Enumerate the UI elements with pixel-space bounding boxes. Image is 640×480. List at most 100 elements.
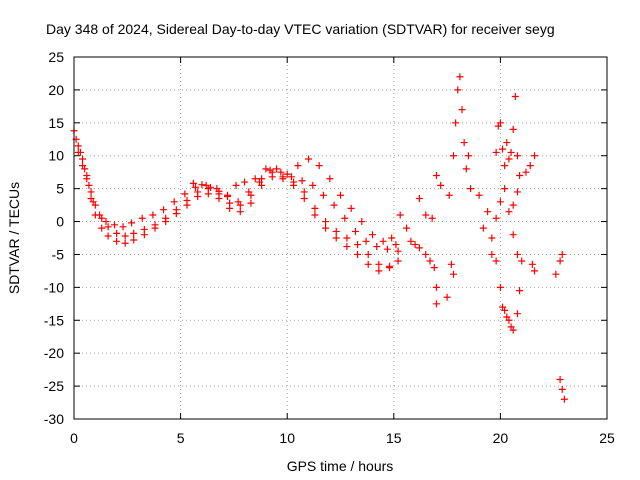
data-point: [388, 234, 396, 242]
data-point: [262, 165, 270, 173]
data-point: [215, 187, 223, 195]
data-point: [449, 270, 457, 278]
data-point: [322, 218, 330, 226]
data-point: [294, 162, 302, 170]
data-point: [499, 145, 507, 153]
data-point: [170, 198, 178, 206]
data-point: [74, 142, 82, 150]
data-point: [79, 155, 87, 163]
data-point: [560, 395, 568, 403]
data-point: [311, 204, 319, 212]
grid: [73, 56, 608, 420]
data-point: [119, 223, 127, 231]
data-point: [364, 250, 372, 258]
data-point: [501, 185, 509, 193]
data-point: [492, 214, 500, 222]
data-point: [354, 241, 362, 249]
data-point: [501, 306, 509, 314]
data-point: [277, 168, 285, 176]
y-tick-label: -5: [52, 246, 65, 262]
data-point: [326, 175, 334, 183]
data-point: [462, 165, 470, 173]
data-point: [343, 234, 351, 242]
data-point: [411, 241, 419, 249]
data-point: [552, 270, 560, 278]
data-point: [226, 204, 234, 212]
data-point: [509, 125, 517, 133]
data-point: [183, 201, 191, 209]
series-track-b: [72, 135, 400, 253]
data-point: [526, 162, 534, 170]
data-point: [298, 177, 306, 185]
data-point: [516, 171, 524, 179]
data-point: [373, 243, 381, 251]
data-point: [279, 175, 287, 183]
data-point: [492, 148, 500, 156]
data-point: [522, 168, 530, 176]
data-point: [513, 152, 521, 160]
data-point: [111, 221, 119, 229]
data-point: [104, 223, 112, 231]
x-tick-label: 10: [279, 430, 295, 446]
data-point: [160, 206, 168, 214]
data-point: [130, 229, 138, 237]
data-point: [447, 260, 455, 268]
data-point: [492, 257, 500, 265]
data-point: [449, 152, 457, 160]
data-point: [358, 218, 366, 226]
data-point: [151, 224, 159, 232]
data-point: [311, 211, 319, 219]
plot-frame: [73, 56, 608, 420]
data-point: [315, 162, 323, 170]
data-point: [432, 300, 440, 308]
data-point: [319, 191, 327, 199]
data-point: [268, 173, 276, 181]
data-point: [432, 171, 440, 179]
data-point: [309, 181, 317, 189]
data-point: [507, 148, 515, 156]
data-point: [251, 175, 259, 183]
y-tick-label: -15: [44, 312, 64, 328]
data-point: [104, 232, 112, 240]
data-point: [513, 310, 521, 318]
data-point: [138, 214, 146, 222]
y-tick-label: -25: [44, 378, 64, 394]
data-point: [194, 193, 202, 201]
data-point: [428, 214, 436, 222]
data-point: [247, 199, 255, 207]
data-point: [74, 148, 82, 156]
data-point: [87, 195, 95, 203]
data-point: [337, 191, 344, 199]
data-point: [443, 293, 451, 301]
data-point: [516, 287, 524, 295]
data-point: [511, 92, 519, 100]
data-point: [479, 224, 487, 232]
data-point: [375, 260, 383, 268]
y-tick-label: -10: [44, 279, 64, 295]
data-point: [556, 257, 564, 265]
data-point: [121, 232, 129, 240]
chart-title: Day 348 of 2024, Sidereal Day-to-day VTE…: [46, 21, 555, 37]
data-point: [488, 234, 496, 242]
series-track-a: [70, 127, 402, 270]
data-point: [215, 195, 223, 203]
data-point: [128, 219, 136, 227]
data-point: [266, 166, 274, 174]
data-point: [458, 106, 466, 114]
data-point: [513, 188, 521, 196]
x-tick-label: 20: [493, 430, 509, 446]
data-point: [488, 250, 496, 258]
data-point: [556, 376, 564, 384]
data-point: [113, 229, 121, 237]
y-axis-label: SDTVAR / TECUs: [6, 182, 22, 294]
data-point: [496, 283, 504, 291]
data-point: [79, 162, 87, 170]
y-tick-label: 0: [56, 214, 64, 230]
data-point: [273, 165, 281, 173]
data-point: [426, 257, 434, 265]
data-point: [437, 181, 445, 189]
data-point: [467, 185, 475, 193]
data-point: [162, 218, 170, 226]
data-point: [432, 283, 440, 291]
data-point: [396, 211, 404, 219]
